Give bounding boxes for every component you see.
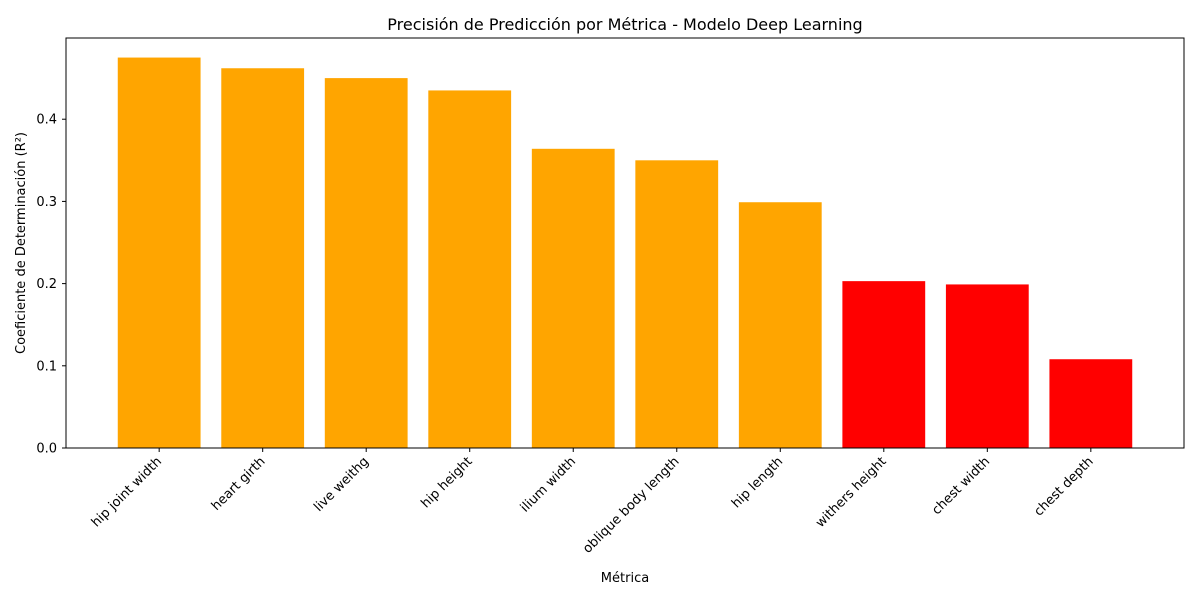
bar xyxy=(531,148,615,449)
x-tick-label: chest width xyxy=(929,454,993,518)
y-tick-label: 0.0 xyxy=(36,442,57,457)
x-axis-label: Métrica xyxy=(601,571,649,586)
bars-group xyxy=(117,57,1133,449)
x-tick-label: hip joint width xyxy=(89,454,165,530)
bar xyxy=(635,160,719,448)
bar xyxy=(1049,359,1133,448)
y-tick-label: 0.3 xyxy=(36,195,57,210)
x-tick-label: ilium width xyxy=(518,454,579,515)
x-axis: hip joint width heart girth live weithg hip… xyxy=(89,448,1097,557)
x-tick-label: chest depth xyxy=(1031,454,1096,519)
bar xyxy=(221,68,305,448)
y-axis-label: Coeficiente de Determinación (R²) xyxy=(14,132,29,354)
chart-title: Precisión de Predicción por Métrica - Mo… xyxy=(387,15,862,34)
x-tick-label: withers height xyxy=(813,454,890,531)
bar xyxy=(428,90,512,448)
bar xyxy=(945,284,1029,448)
y-tick-label: 0.4 xyxy=(36,113,57,128)
x-tick-label: heart girth xyxy=(209,454,269,514)
plot-frame xyxy=(65,37,1185,449)
y-tick-label: 0.1 xyxy=(36,359,57,374)
bar xyxy=(117,57,201,449)
x-tick-label: hip height xyxy=(418,454,475,511)
x-tick-label: hip length xyxy=(729,454,786,511)
y-axis: 0.0 0.1 0.2 0.3 0.4 xyxy=(36,113,66,457)
y-tick-label: 0.2 xyxy=(36,277,57,292)
bar xyxy=(842,281,926,448)
bar xyxy=(324,78,408,449)
bar xyxy=(738,202,822,448)
x-tick-label: oblique body length xyxy=(580,454,682,556)
x-tick-label: live weithg xyxy=(311,454,372,515)
